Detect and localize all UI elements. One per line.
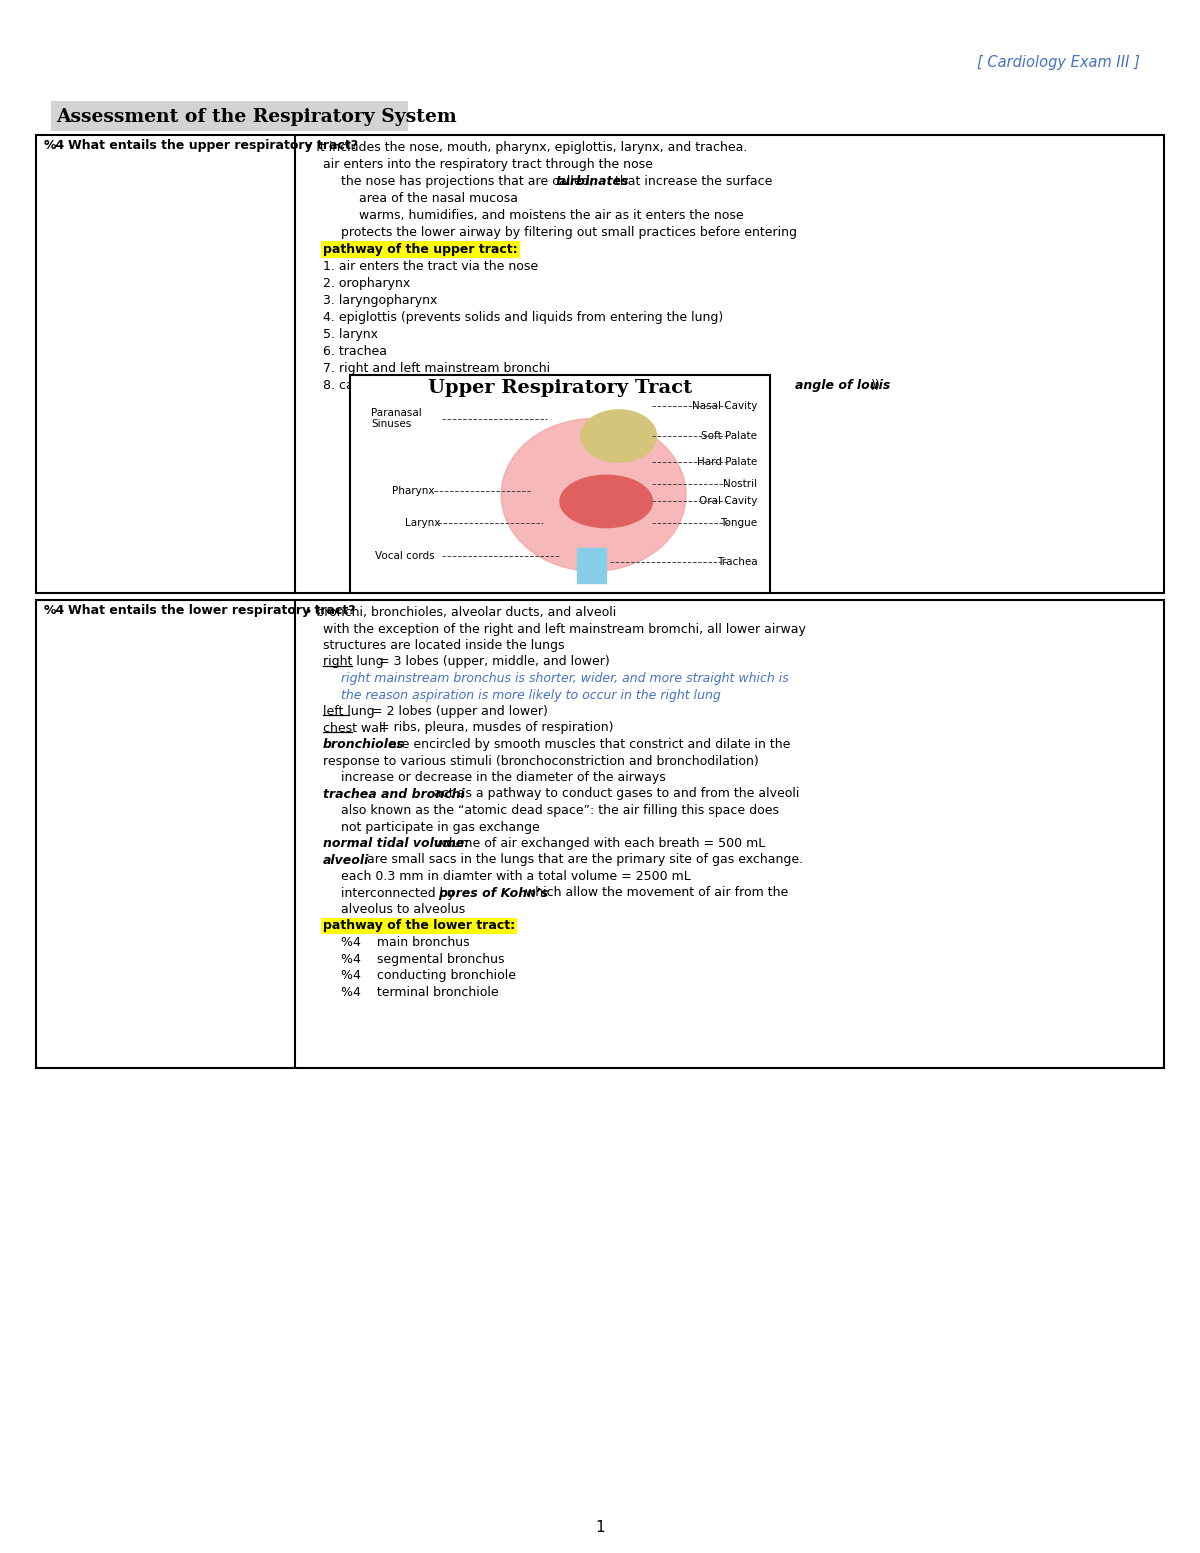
Text: not participate in gas exchange: not participate in gas exchange <box>341 820 540 834</box>
Text: alveoli: alveoli <box>323 854 370 867</box>
Text: Hard Palate: Hard Palate <box>697 457 757 467</box>
Text: warms, humidifies, and moistens the air as it enters the nose: warms, humidifies, and moistens the air … <box>359 210 744 222</box>
Text: • it includes the nose, mouth, pharynx, epiglottis, larynx, and trachea.: • it includes the nose, mouth, pharynx, … <box>305 141 748 154</box>
Text: interconnected by: interconnected by <box>341 887 458 899</box>
Text: pathway of the lower tract:: pathway of the lower tract: <box>323 919 515 932</box>
Text: 4. epiglottis (prevents solids and liquids from entering the lung): 4. epiglottis (prevents solids and liqui… <box>323 311 724 325</box>
Text: air enters into the respiratory tract through the nose: air enters into the respiratory tract th… <box>323 158 653 171</box>
Text: Paranasal
Sinuses: Paranasal Sinuses <box>371 408 421 429</box>
Text: Oral Cavity: Oral Cavity <box>700 497 757 506</box>
Text: that increase the surface: that increase the surface <box>611 175 773 188</box>
Text: %4    conducting bronchiole: %4 conducting bronchiole <box>341 969 516 981</box>
Text: = 3 lobes (upper, middle, and lower): = 3 lobes (upper, middle, and lower) <box>374 655 610 668</box>
Text: • bronchi, bronchioles, alveolar ducts, and alveoli: • bronchi, bronchioles, alveolar ducts, … <box>305 606 617 620</box>
Ellipse shape <box>502 419 686 572</box>
Text: 3. laryngopharynx: 3. laryngopharynx <box>323 294 437 307</box>
Text: Nasal Cavity: Nasal Cavity <box>692 401 757 410</box>
Text: right mainstream bronchus is shorter, wider, and more straight which is: right mainstream bronchus is shorter, wi… <box>341 672 788 685</box>
Text: turbinates: turbinates <box>554 175 629 188</box>
Bar <box>577 548 606 582</box>
FancyBboxPatch shape <box>50 101 408 130</box>
Text: 1. air enters the tract via the nose: 1. air enters the tract via the nose <box>323 259 538 273</box>
Text: structures are located inside the lungs: structures are located inside the lungs <box>323 638 564 652</box>
Text: %4    main bronchus: %4 main bronchus <box>341 936 469 949</box>
Text: Larynx: Larynx <box>404 519 440 528</box>
Text: the nose has projections that are called,: the nose has projections that are called… <box>341 175 598 188</box>
Text: trachea and bronchi: trachea and bronchi <box>323 787 464 800</box>
Text: act as a pathway to conduct gases to and from the alveoli: act as a pathway to conduct gases to and… <box>430 787 799 800</box>
Text: %4: %4 <box>44 604 65 617</box>
Text: also known as the “atomic dead space”: the air filling this space does: also known as the “atomic dead space”: t… <box>341 804 779 817</box>
Text: protects the lower airway by filtering out small practices before entering: protects the lower airway by filtering o… <box>341 227 797 239</box>
Text: 7. right and left mainstream bronchi: 7. right and left mainstream bronchi <box>323 362 550 374</box>
Text: increase or decrease in the diameter of the airways: increase or decrease in the diameter of … <box>341 770 666 784</box>
Text: bronchioles: bronchioles <box>323 738 406 752</box>
Text: What entails the upper respiratory tract?: What entails the upper respiratory tract… <box>68 140 358 152</box>
Text: %4    segmental bronchus: %4 segmental bronchus <box>341 952 504 966</box>
Text: 5. larynx: 5. larynx <box>323 328 378 342</box>
Text: which allow the movement of air from the: which allow the movement of air from the <box>521 887 788 899</box>
Text: are small sacs in the lungs that are the primary site of gas exchange.: are small sacs in the lungs that are the… <box>364 854 803 867</box>
Text: left lung: left lung <box>323 705 374 717</box>
Text: alveolus to alveolus: alveolus to alveolus <box>341 902 466 916</box>
Text: each 0.3 mm in diamter with a total volume = 2500 mL: each 0.3 mm in diamter with a total volu… <box>341 870 691 884</box>
Text: pores of Kohn’s: pores of Kohn’s <box>438 887 548 899</box>
Bar <box>36 599 1164 1068</box>
Text: 1: 1 <box>595 1520 605 1534</box>
Text: area of the nasal mucosa: area of the nasal mucosa <box>359 193 518 205</box>
Text: Nostril: Nostril <box>724 478 757 489</box>
Text: with the exception of the right and left mainstream bromchi, all lower airway: with the exception of the right and left… <box>323 623 806 635</box>
Text: the reason aspiration is more likely to occur in the right lung: the reason aspiration is more likely to … <box>341 688 721 702</box>
Text: [ Cardiology Exam III ]: [ Cardiology Exam III ] <box>977 54 1140 70</box>
Text: 2. oropharynx: 2. oropharynx <box>323 276 410 290</box>
Text: = ribs, pleura, musdes of respiration): = ribs, pleura, musdes of respiration) <box>374 722 613 735</box>
Text: response to various stimuli (bronchoconstriction and bronchodilation): response to various stimuli (bronchocons… <box>323 755 758 767</box>
Text: normal tidal volume:: normal tidal volume: <box>323 837 469 849</box>
Text: volume of air exchanged with each breath = 500 mL: volume of air exchanged with each breath… <box>430 837 766 849</box>
Text: Pharynx: Pharynx <box>392 486 434 495</box>
Text: angle of louis: angle of louis <box>796 379 890 391</box>
Text: Tongue: Tongue <box>720 519 757 528</box>
Text: = 2 lobes (upper and lower): = 2 lobes (upper and lower) <box>368 705 548 717</box>
Ellipse shape <box>581 410 656 463</box>
Bar <box>36 135 1164 593</box>
Text: 8. carina (located at the level of the manubriosternal junction (: 8. carina (located at the level of the m… <box>323 379 719 391</box>
Text: %4    terminal bronchiole: %4 terminal bronchiole <box>341 986 499 999</box>
Text: pathway of the upper tract:: pathway of the upper tract: <box>323 242 517 256</box>
Text: Assessment of the Respiratory System: Assessment of the Respiratory System <box>56 109 457 126</box>
Bar <box>350 374 770 593</box>
Text: Vocal cords: Vocal cords <box>376 551 434 561</box>
Text: What entails the lower respiratory tract?: What entails the lower respiratory tract… <box>68 604 355 617</box>
Text: Soft Palate: Soft Palate <box>701 432 757 441</box>
Text: right lung: right lung <box>323 655 384 668</box>
Text: 6. trachea: 6. trachea <box>323 345 386 359</box>
Text: )): )) <box>871 379 881 391</box>
Text: %4: %4 <box>44 140 65 152</box>
Ellipse shape <box>560 475 653 528</box>
Text: are encircled by smooth muscles that constrict and dilate in the: are encircled by smooth muscles that con… <box>385 738 791 752</box>
Text: chest wall: chest wall <box>323 722 386 735</box>
Text: Trachea: Trachea <box>716 558 757 567</box>
Text: Upper Respiratory Tract: Upper Respiratory Tract <box>428 379 692 398</box>
